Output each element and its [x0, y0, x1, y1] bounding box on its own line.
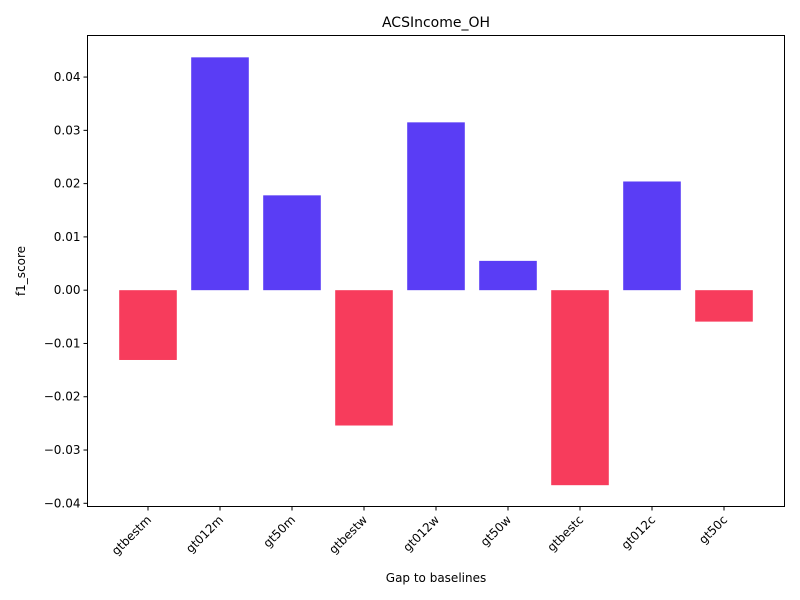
x-axis: gtbestm gt012m gt50m gtbestw gt012w gt50w gtbe… [109, 506, 730, 558]
bar-gt012m [191, 57, 249, 291]
chart-title: ACSIncome_OH [382, 15, 490, 31]
x-tick-label: gt50m [260, 513, 298, 551]
y-tick-label: −0.02 [44, 390, 81, 404]
y-tick-label: 0.00 [54, 283, 81, 297]
y-tick-label: 0.01 [54, 230, 81, 244]
x-tick-label: gt50c [696, 513, 730, 547]
y-tick-label: −0.01 [44, 336, 81, 350]
bar-gt50w [479, 260, 537, 291]
bar-gt50m [263, 195, 321, 291]
x-tick-label: gt012m [183, 513, 226, 556]
bar-gtbestm [119, 290, 177, 360]
x-tick-label: gtbestc [544, 513, 586, 555]
bar-gt012w [407, 122, 465, 291]
x-tick-label: gtbestw [326, 513, 370, 557]
x-tick-label: gtbestm [109, 513, 154, 558]
y-tick-label: 0.04 [54, 70, 81, 84]
bar-gtbestc [551, 290, 609, 486]
x-tick-label: gt012c [619, 513, 658, 552]
y-tick-label: −0.04 [44, 496, 81, 510]
bar-gt012c [623, 181, 681, 291]
bar-gt50c [695, 290, 753, 322]
y-tick-label: 0.02 [54, 177, 81, 191]
bars-group [119, 57, 753, 486]
bar-gtbestw [335, 290, 393, 426]
y-axis-label: f1_score [14, 246, 28, 296]
x-tick-label: gt012w [400, 513, 442, 555]
y-tick-label: −0.03 [44, 443, 81, 457]
y-axis: −0.04 −0.03 −0.02 −0.01 0.00 0.01 0.02 0.03 0.04 [44, 70, 88, 510]
x-axis-label: Gap to baselines [386, 571, 486, 585]
plot-frame [87, 35, 785, 507]
y-tick-label: 0.03 [54, 123, 81, 137]
x-tick-label: gt50w [478, 513, 514, 549]
